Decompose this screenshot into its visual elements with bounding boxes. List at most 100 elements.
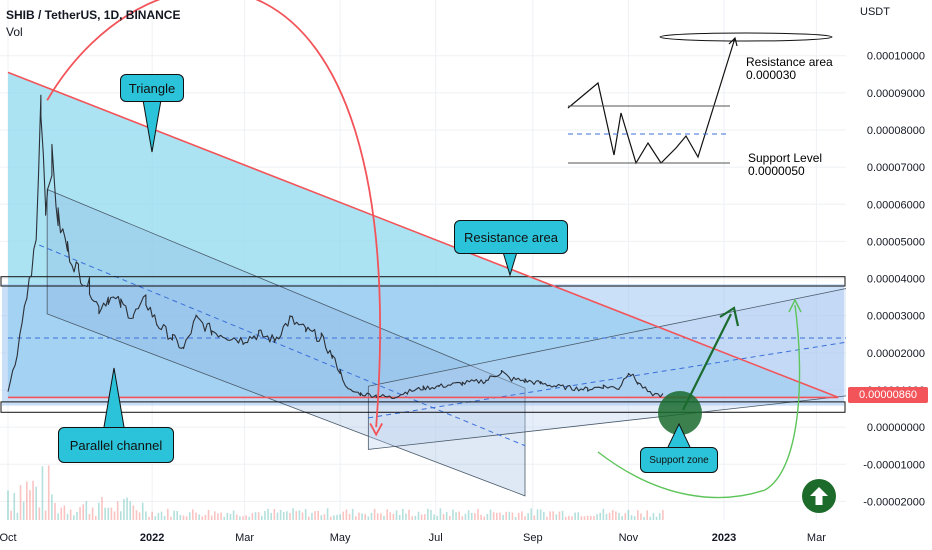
volume-bar [615,511,617,520]
volume-bar [376,513,379,520]
volume-indicator-label[interactable]: Vol [6,25,23,39]
volume-bar [646,510,648,520]
volume-bar [304,509,307,520]
volume-bar [618,512,620,520]
volume-bar [91,507,94,520]
volume-bar [571,516,573,520]
volume-bar [135,510,138,520]
volume-bar [13,493,16,520]
green-curve-head [788,298,802,313]
volume-bar [210,515,213,520]
volume-bar [154,516,157,520]
x-tick-label: Oct [0,532,17,544]
volume-bar [104,507,106,520]
volume-bar [292,508,294,520]
current-price-tag: 0.00000860 [848,387,928,403]
volume-bar [201,516,204,520]
volume-bar [423,514,426,520]
volume-bar [637,510,639,520]
volume-bar [470,512,473,520]
volume-bar [392,513,395,520]
volume-bars [7,465,664,520]
volume-bar [329,516,332,520]
volume-bar [176,511,178,520]
volume-bar [320,515,323,520]
volume-bar [257,512,260,520]
arc-curve [46,0,381,428]
y-tick-label: 0.00007000 [867,162,925,174]
x-tick-label: 2022 [140,532,164,544]
triangle-callout: Triangle [120,74,184,102]
volume-bar [442,513,445,520]
volume-bar [621,516,623,520]
volume-bar [627,509,630,520]
volume-bar [630,515,633,520]
volume-bar [113,511,116,520]
volume-bar [273,509,276,520]
volume-bar [220,512,222,520]
volume-bar [364,514,366,520]
y-tick-label: 0.00009000 [867,88,925,100]
pattern-target-ellipse [659,32,833,42]
y-tick-label: 0.00000000 [867,422,925,434]
volume-bar [605,513,608,520]
volume-bar [66,513,69,520]
volume-bar [286,511,288,520]
volume-bar [345,509,348,520]
volume-bar [480,514,482,520]
volume-bar [402,509,404,520]
volume-bar [207,509,210,520]
volume-bar [555,514,558,520]
pattern-arrow-head [728,36,738,47]
volume-bar [26,481,28,520]
volume-bar [420,514,423,520]
volume-bar [229,513,232,520]
y-tick-label: 0.00010000 [867,51,925,63]
volume-bar [10,510,12,520]
volume-bar [198,514,200,520]
volume-bar [160,511,163,520]
arc-arrow-head [369,423,383,437]
volume-bar [157,512,160,520]
volume-bar [35,486,37,520]
volume-bar [188,512,191,520]
arrow-up-circle-icon[interactable] [802,479,836,513]
volume-bar [417,511,420,520]
volume-bar [264,511,266,520]
volume-bar [185,516,188,520]
volume-bar [530,508,533,520]
resistance-note-label: Resistance area [746,55,833,69]
volume-bar [489,509,492,520]
volume-bar [192,509,194,520]
volume-bar [141,502,144,520]
support-zone-callout: Support zone [640,447,718,473]
volume-bar [239,516,241,520]
volume-bar [499,512,501,520]
volume-bar [76,511,78,520]
volume-bar [624,513,627,520]
volume-bar [455,512,457,520]
volume-bar [486,513,489,520]
volume-bar [655,516,658,520]
support-callout-pointer [667,422,691,448]
volume-bar [380,513,382,520]
volume-bar [586,515,589,520]
y-tick-label: 0.00002000 [867,348,925,360]
volume-bar [308,516,310,520]
y-tick-label: 0.00008000 [867,125,925,137]
overlay-drawings [46,0,833,499]
x-tick-label: Nov [619,532,639,544]
volume-bar [295,511,298,520]
volume-bar [477,509,479,520]
volume-bar [79,507,81,520]
volume-bar [317,510,319,520]
volume-bar [120,511,122,520]
volume-bar [445,511,448,520]
volume-bar [270,512,272,520]
volume-bar [19,485,22,520]
volume-bar [232,510,235,520]
volume-bar [110,507,113,520]
volume-bar [342,511,345,520]
volume-bar [427,508,429,520]
volume-bar [126,497,128,520]
